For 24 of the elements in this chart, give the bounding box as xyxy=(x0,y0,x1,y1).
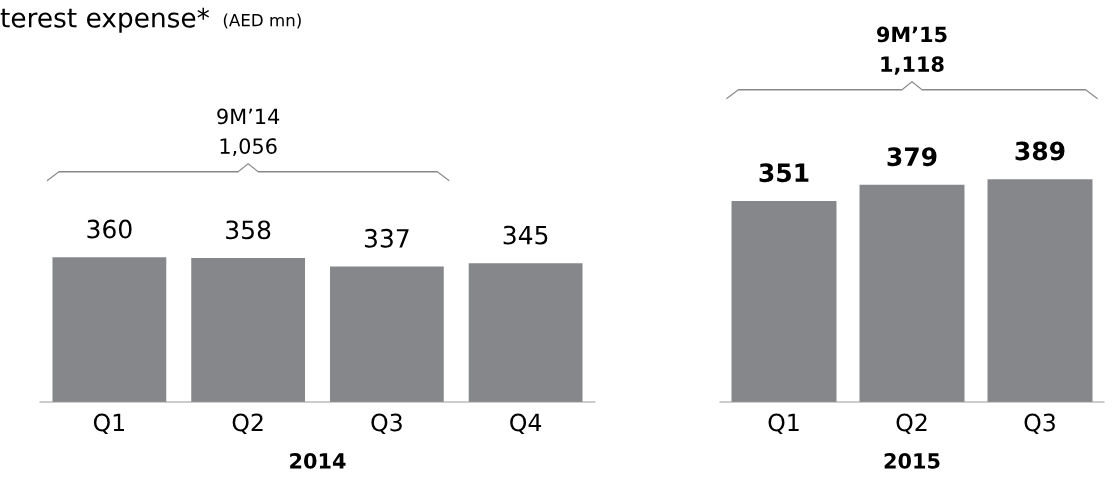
bar xyxy=(191,258,306,402)
chart-subtitle: (AED mn) xyxy=(223,13,301,29)
data-label: 358 xyxy=(226,220,271,240)
data-label: 379 xyxy=(887,147,937,167)
x-axis-title: 2015 xyxy=(884,453,940,469)
chart-title: terest expense* xyxy=(0,7,210,33)
text: 9M’15 1,118 xyxy=(877,26,947,75)
bar xyxy=(52,257,167,402)
x-tick-label: Q1 xyxy=(768,413,799,435)
data-label: 345 xyxy=(503,225,548,245)
data-label: 360 xyxy=(87,219,132,239)
x-tick-label: Q3 xyxy=(371,413,402,435)
data-label: 351 xyxy=(759,163,809,183)
text: 9M’14 1,056 xyxy=(217,108,280,157)
data-label: 337 xyxy=(364,228,409,248)
x-tick-label: Q2 xyxy=(896,413,927,435)
x-tick-label: Q4 xyxy=(510,413,542,435)
bar xyxy=(468,263,583,402)
x-tick-label: Q1 xyxy=(93,413,124,435)
x-tick-label: Q3 xyxy=(1024,413,1055,435)
data-label: 389 xyxy=(1015,141,1065,161)
bar xyxy=(329,266,444,402)
x-tick-label: Q2 xyxy=(232,413,263,435)
x-axis-title: 2014 xyxy=(290,453,346,469)
